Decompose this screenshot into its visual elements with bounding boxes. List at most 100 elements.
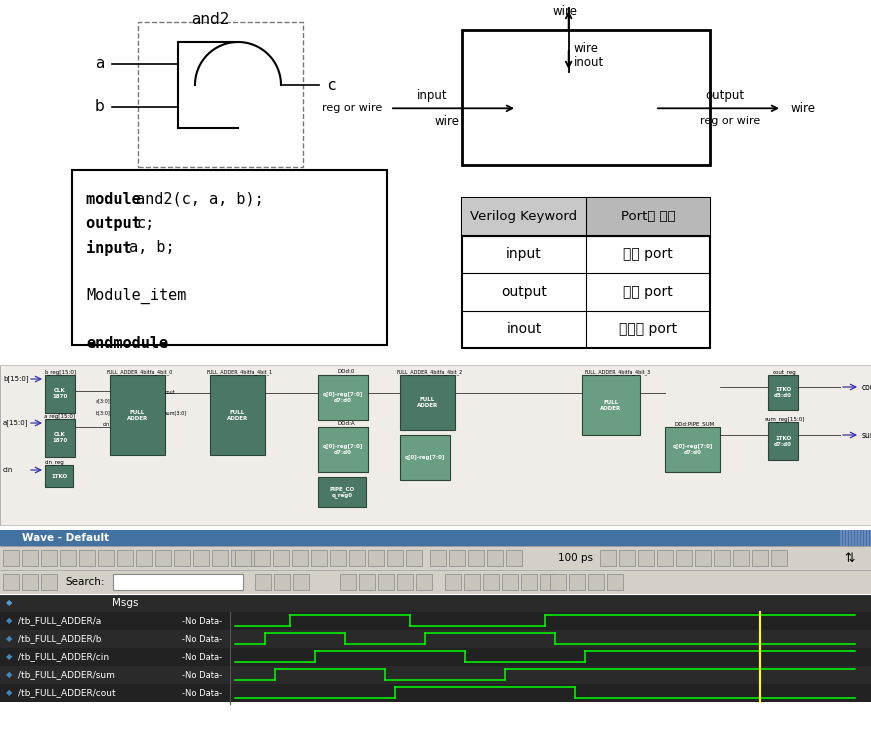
Text: ◆: ◆ xyxy=(6,652,12,662)
Bar xyxy=(340,574,356,590)
Text: d7:d0: d7:d0 xyxy=(334,398,352,403)
Text: q[0]-reg[7:0]: q[0]-reg[7:0] xyxy=(323,392,363,397)
Bar xyxy=(695,550,711,566)
Text: 1TKO: 1TKO xyxy=(775,436,791,441)
Text: ⇅: ⇅ xyxy=(845,551,855,565)
Text: FULL: FULL xyxy=(130,410,145,415)
Text: cin: cin xyxy=(3,467,13,473)
Text: -No Data-: -No Data- xyxy=(182,634,222,643)
Text: sum_reg[15:0]: sum_reg[15:0] xyxy=(765,416,805,421)
Bar xyxy=(771,550,787,566)
Text: -No Data-: -No Data- xyxy=(182,617,222,626)
Bar xyxy=(430,550,446,566)
Text: /tb_FULL_ADDER/b: /tb_FULL_ADDER/b xyxy=(18,634,102,643)
Bar xyxy=(72,170,387,345)
Text: q[0]-reg[7:0]: q[0]-reg[7:0] xyxy=(672,444,712,449)
Text: output: output xyxy=(501,285,547,299)
Bar xyxy=(849,530,850,546)
Text: Msgs: Msgs xyxy=(111,598,138,608)
Text: inout: inout xyxy=(574,56,604,68)
Text: ADDER: ADDER xyxy=(127,416,148,421)
Text: DDd:0: DDd:0 xyxy=(337,369,354,374)
Bar xyxy=(349,550,365,566)
Text: Search:: Search: xyxy=(65,577,105,587)
Bar xyxy=(3,550,19,566)
Bar xyxy=(462,198,710,348)
Bar xyxy=(733,550,749,566)
Bar xyxy=(318,375,368,420)
Bar xyxy=(462,198,586,235)
Text: Module_item: Module_item xyxy=(86,288,186,304)
Text: wire: wire xyxy=(435,115,460,128)
Bar xyxy=(607,574,623,590)
Bar xyxy=(212,550,228,566)
Text: input: input xyxy=(506,247,542,261)
Text: b_reg[15:0]: b_reg[15:0] xyxy=(44,369,76,375)
Text: a, b;: a, b; xyxy=(129,240,175,255)
Text: ADDER: ADDER xyxy=(600,405,622,410)
Text: ◆: ◆ xyxy=(6,617,12,626)
Bar xyxy=(41,574,57,590)
Text: Wave - Default: Wave - Default xyxy=(22,533,109,543)
Bar xyxy=(870,530,871,546)
Text: b[3:0]: b[3:0] xyxy=(95,410,110,416)
Bar xyxy=(0,684,871,702)
Bar xyxy=(45,419,75,457)
Text: FULL_ADDER_4bitfa_4bit_0: FULL_ADDER_4bitfa_4bit_0 xyxy=(107,369,173,375)
Bar xyxy=(400,375,455,430)
Bar xyxy=(359,574,375,590)
Text: b[15:0]: b[15:0] xyxy=(3,375,29,382)
Bar xyxy=(657,550,673,566)
Bar xyxy=(22,550,38,566)
Bar xyxy=(318,427,368,472)
Text: /tb_FULL_ADDER/sum: /tb_FULL_ADDER/sum xyxy=(18,671,115,680)
Text: cout: cout xyxy=(862,382,871,392)
Bar xyxy=(0,546,871,570)
Text: cout: cout xyxy=(165,390,176,395)
Bar xyxy=(378,574,394,590)
Bar xyxy=(136,550,152,566)
Text: inout: inout xyxy=(506,322,542,336)
Bar xyxy=(274,574,290,590)
Text: FULL_ADDER_4bitfa_4bit_1: FULL_ADDER_4bitfa_4bit_1 xyxy=(207,369,273,375)
Bar xyxy=(45,375,75,413)
Text: a[3:0]: a[3:0] xyxy=(96,398,110,404)
Bar xyxy=(41,550,57,566)
Bar xyxy=(483,574,499,590)
Text: cout_reg: cout_reg xyxy=(773,369,797,375)
Bar xyxy=(3,574,19,590)
Bar xyxy=(397,574,413,590)
Bar xyxy=(582,375,640,435)
Bar xyxy=(502,574,518,590)
Bar xyxy=(468,550,484,566)
Text: ◆: ◆ xyxy=(6,671,12,680)
Bar xyxy=(852,530,854,546)
Text: ADDER: ADDER xyxy=(417,403,438,408)
Bar xyxy=(768,375,798,410)
Text: -No Data-: -No Data- xyxy=(182,671,222,680)
Text: output: output xyxy=(706,89,745,102)
Bar xyxy=(368,550,384,566)
Bar xyxy=(0,530,871,546)
Bar xyxy=(714,550,730,566)
Text: wire: wire xyxy=(552,5,577,18)
Bar xyxy=(752,550,768,566)
Text: reg or wire: reg or wire xyxy=(700,116,760,126)
Text: d7:d0: d7:d0 xyxy=(334,450,352,455)
Bar xyxy=(665,427,720,472)
Text: 입력 port: 입력 port xyxy=(623,247,673,261)
Text: b: b xyxy=(94,99,104,114)
Text: d7:d0: d7:d0 xyxy=(684,450,701,455)
Bar xyxy=(619,550,635,566)
Text: /tb_FULL_ADDER/cout: /tb_FULL_ADDER/cout xyxy=(18,689,116,697)
Text: 1TKO: 1TKO xyxy=(775,387,791,392)
Text: wire: wire xyxy=(790,102,815,115)
Text: d3:d0: d3:d0 xyxy=(774,393,792,398)
Bar xyxy=(255,574,271,590)
Text: a_reg[15:0]: a_reg[15:0] xyxy=(44,413,76,418)
Bar xyxy=(400,435,450,480)
Bar xyxy=(540,574,556,590)
Bar xyxy=(138,22,303,167)
Bar xyxy=(843,530,845,546)
Bar xyxy=(250,550,266,566)
